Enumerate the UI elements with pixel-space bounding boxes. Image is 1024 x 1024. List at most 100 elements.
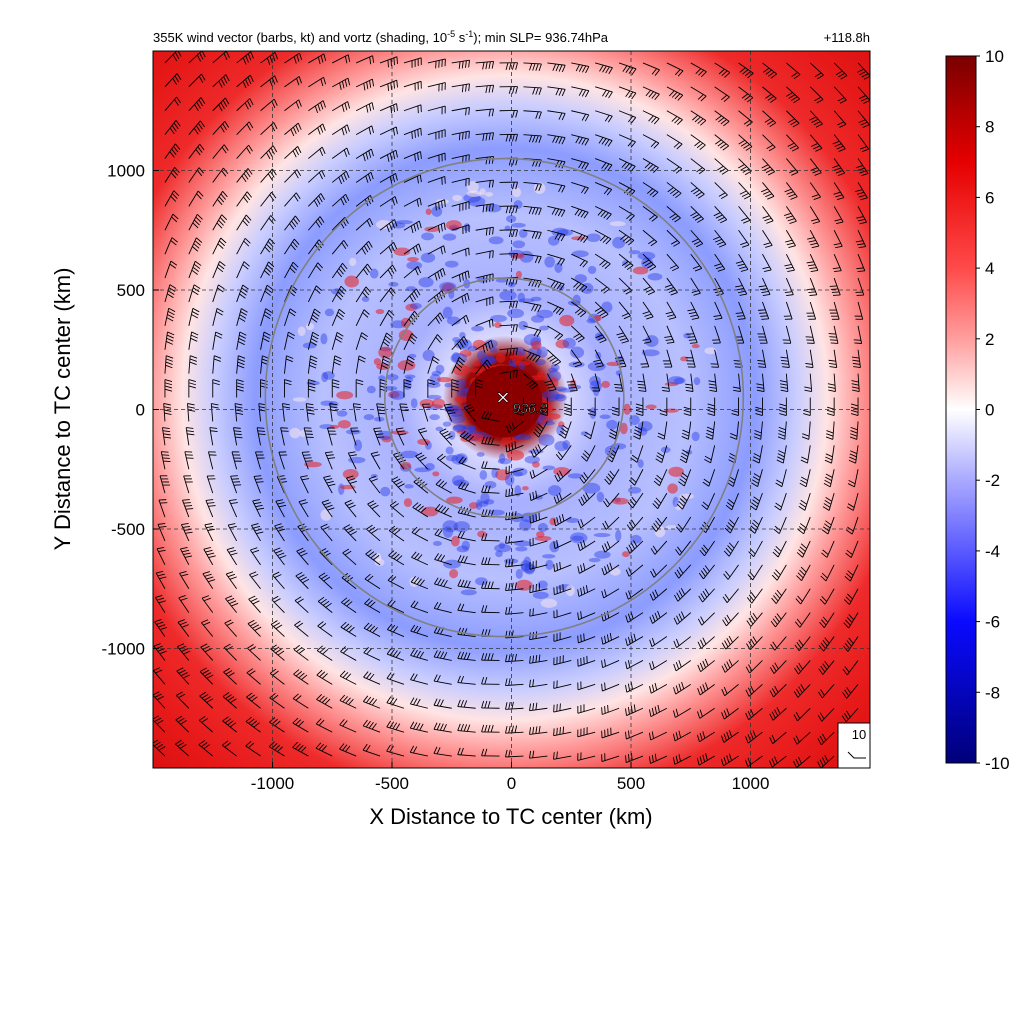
wind-barb bbox=[284, 215, 301, 231]
wind-barb bbox=[649, 660, 668, 671]
wind-barb bbox=[721, 707, 739, 720]
wind-barb bbox=[329, 403, 338, 422]
wind-barb bbox=[188, 190, 204, 207]
wind-barb bbox=[661, 373, 670, 392]
wind-barb bbox=[160, 451, 171, 470]
wind-barb bbox=[784, 206, 797, 224]
wind-barb bbox=[806, 301, 817, 320]
wind-barb bbox=[427, 379, 435, 398]
wind-barb bbox=[833, 230, 843, 249]
wind-barb bbox=[529, 702, 548, 712]
wind-barb bbox=[800, 445, 811, 464]
wind-barb bbox=[690, 110, 707, 126]
wind-barb bbox=[523, 301, 542, 313]
wind-barb bbox=[411, 551, 429, 566]
wind-barb bbox=[809, 182, 821, 200]
wind-barb bbox=[481, 605, 500, 614]
wind-barb bbox=[577, 563, 596, 574]
wind-barb bbox=[796, 540, 811, 558]
wind-barb bbox=[648, 753, 668, 764]
vorticity-blob bbox=[589, 407, 597, 419]
vorticity-blob bbox=[530, 315, 545, 323]
wind-barb bbox=[236, 284, 249, 303]
vorticity-blob bbox=[587, 361, 606, 372]
wind-barb bbox=[308, 146, 326, 159]
wind-barb bbox=[155, 570, 167, 589]
wind-barb bbox=[783, 301, 793, 320]
vorticity-blob bbox=[619, 422, 628, 435]
wind-barb bbox=[547, 277, 565, 291]
wind-barb bbox=[164, 190, 180, 207]
wind-barb bbox=[697, 658, 715, 673]
wind-barb bbox=[618, 134, 636, 148]
wind-barb bbox=[786, 134, 799, 152]
vorticity-blob bbox=[388, 390, 400, 399]
wind-barb bbox=[427, 222, 446, 233]
vorticity-blob bbox=[587, 265, 597, 275]
wind-barb bbox=[595, 62, 613, 75]
colorbar: 10 8 6 4 2 0 -2 -4 -6 -8 -10 bbox=[945, 47, 1010, 773]
vorticity-blob bbox=[336, 390, 354, 400]
vorticity-blob bbox=[404, 374, 416, 379]
wind-barb bbox=[153, 667, 166, 685]
wind-barb bbox=[433, 722, 452, 733]
wind-barb bbox=[616, 325, 629, 344]
wind-barb bbox=[594, 325, 607, 344]
wind-barb bbox=[833, 110, 847, 128]
wind-barb bbox=[832, 253, 842, 273]
wind-barb bbox=[236, 144, 253, 159]
wind-barb bbox=[857, 86, 870, 104]
wind-barb bbox=[379, 355, 391, 374]
vorticity-blob bbox=[606, 419, 618, 430]
wind-barb bbox=[571, 277, 588, 293]
wind-barb bbox=[697, 612, 715, 626]
wind-barb bbox=[653, 469, 668, 487]
wind-barb bbox=[591, 373, 601, 392]
wind-barb bbox=[625, 564, 644, 577]
wind-barb bbox=[547, 325, 564, 341]
vorticity-blob bbox=[468, 425, 477, 433]
wind-barb bbox=[271, 595, 285, 613]
wind-barb bbox=[793, 731, 811, 745]
wind-barb bbox=[505, 488, 524, 498]
wind-barb bbox=[851, 349, 861, 369]
wind-barb bbox=[735, 253, 749, 272]
wind-barb bbox=[642, 253, 657, 271]
wind-barb bbox=[555, 445, 572, 461]
wind-barb bbox=[199, 667, 214, 685]
vorticity-blob bbox=[467, 345, 478, 352]
wind-barb bbox=[642, 229, 658, 247]
wind-barb bbox=[175, 715, 190, 733]
vorticity-blob bbox=[503, 558, 519, 564]
vorticity-blob bbox=[397, 360, 416, 371]
vorticity-blob bbox=[511, 253, 525, 259]
wind-barb bbox=[163, 403, 172, 422]
vorticity-blob bbox=[570, 379, 577, 389]
wind-barb bbox=[674, 587, 692, 602]
vorticity-blob bbox=[536, 531, 545, 538]
vorticity-blob bbox=[516, 434, 532, 441]
wind-barb bbox=[379, 103, 398, 114]
vorticity-blob bbox=[498, 542, 506, 549]
wind-barb bbox=[690, 86, 707, 102]
wind-barb bbox=[629, 469, 644, 486]
vorticity-blob bbox=[594, 550, 611, 559]
wind-barb bbox=[627, 492, 644, 509]
vorticity-blob bbox=[693, 377, 701, 386]
wind-barb bbox=[331, 308, 346, 327]
wind-barb bbox=[762, 206, 774, 224]
vorticity-blob bbox=[571, 250, 589, 258]
wind-barb bbox=[738, 182, 752, 200]
wind-barb bbox=[157, 523, 167, 542]
wind-barb bbox=[529, 512, 548, 524]
vorticity-blob bbox=[562, 337, 576, 349]
wind-barb bbox=[505, 535, 524, 544]
wind-barb bbox=[212, 97, 230, 112]
wind-barb bbox=[355, 78, 375, 91]
wind-barb bbox=[188, 97, 206, 112]
wind-barb bbox=[714, 62, 731, 78]
wind-barb bbox=[722, 612, 739, 627]
wind-barb bbox=[795, 588, 811, 605]
wind-barb bbox=[368, 475, 381, 494]
vorticity-blob bbox=[623, 403, 631, 415]
